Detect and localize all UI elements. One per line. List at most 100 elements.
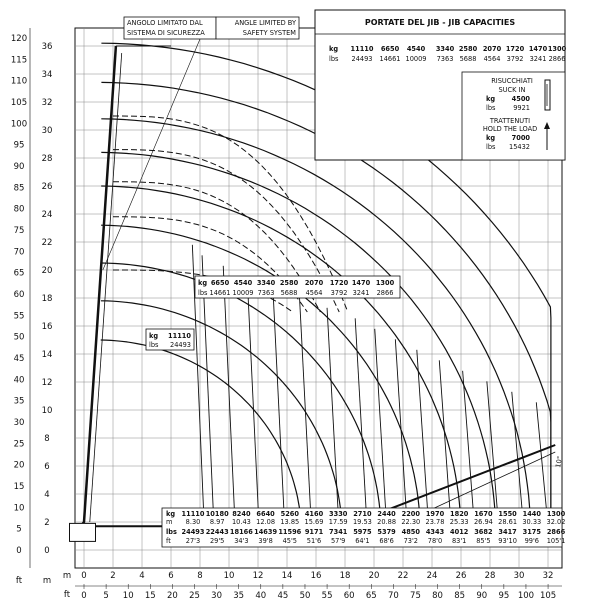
capacity-arc: [101, 42, 552, 527]
small-kg-value: 11110: [168, 332, 191, 340]
jib-box-title: PORTATE DEL JIB - JIB CAPACITIES: [365, 18, 515, 27]
y-ft-tick: 10: [14, 503, 25, 513]
mid-kg-value: 4540: [234, 279, 253, 287]
y-m-tick: 22: [42, 238, 53, 248]
y-m-tick: 34: [42, 70, 53, 80]
y-m-tick: 0: [44, 546, 49, 556]
table-cell: 51'6: [307, 537, 321, 545]
mid-kg-value: 6650: [211, 279, 230, 287]
table-cell: 83'1: [452, 537, 466, 545]
mid-kg-value: 2070: [305, 279, 324, 287]
y-m-tick: 10: [42, 406, 53, 416]
y-ft-tick: 45: [14, 354, 25, 364]
x-m-tick: 20: [369, 571, 380, 581]
x-ft-tick: 10: [123, 591, 134, 601]
table-cell: 39'8: [258, 537, 272, 545]
table-cell: 1670: [474, 510, 493, 518]
table-cell: 3175: [523, 528, 542, 536]
table-cell: 3330: [329, 510, 348, 518]
mid-kg-value: 1720: [330, 279, 349, 287]
y-ft-tick: 70: [14, 247, 25, 257]
reach-line: [394, 339, 408, 530]
x-ft-tick: 85: [454, 591, 465, 601]
x-m-tick: 24: [427, 571, 438, 581]
table-cell: 4850: [402, 528, 421, 536]
y-ft-tick: 5: [16, 525, 21, 535]
x-ft-tick: 5: [103, 591, 108, 601]
jib-lbs-value: 3241: [530, 55, 547, 63]
x-ft-tick: 80: [432, 591, 443, 601]
y-ft-tick: 85: [14, 183, 25, 193]
mid-lbs-value: 3792: [331, 289, 348, 297]
suck-lbs-value: 9921: [513, 104, 530, 112]
x-m-tick: 12: [253, 571, 264, 581]
reach-line: [438, 360, 452, 530]
jib-kg-value: 4540: [407, 45, 426, 53]
y-ft-tick: 25: [14, 439, 25, 449]
jib-kg-value: 3340: [436, 45, 455, 53]
table-cell: 1550: [498, 510, 517, 518]
x-ft-tick: 55: [322, 591, 333, 601]
mid-kg-value: 3340: [257, 279, 276, 287]
x-m-tick: 8: [197, 571, 202, 581]
angle-note: ANGOLO LIMITATO DAL SISTEMA DI SICUREZZA…: [123, 16, 300, 40]
x-m-tick: 2: [110, 571, 115, 581]
table-cell: 10180: [206, 510, 229, 518]
jib-lbs-value: 4564: [484, 55, 501, 63]
x-ft-tick: 75: [410, 591, 421, 601]
x-m-tick: 0: [81, 571, 86, 581]
table-cell: 14639: [254, 528, 277, 536]
table-cell: 8240: [232, 510, 251, 518]
table-cell: 24493: [182, 528, 205, 536]
jib-kg-value: 11110: [351, 45, 374, 53]
table-cell: 4012: [450, 528, 469, 536]
mid-lbs-value: 3241: [353, 289, 370, 297]
y-m-tick: 28: [42, 154, 53, 164]
y-axis-labels: 1201151101051009590858075706560555045403…: [11, 28, 53, 586]
y-m-unit: m: [43, 576, 51, 586]
table-cell: 2866: [547, 528, 566, 536]
hold-lbs-value: 15432: [509, 143, 530, 151]
y-m-tick: 20: [42, 266, 53, 276]
small-lbs-label: lbs: [149, 341, 159, 349]
y-ft-tick: 30: [14, 418, 25, 428]
suck-in-en: SUCK IN: [499, 86, 526, 94]
table-cell: 5379: [377, 528, 396, 536]
y-ft-tick: 35: [14, 397, 25, 407]
reach-lines: [191, 244, 549, 530]
y-m-tick: 8: [44, 434, 49, 444]
table-cell: 26.94: [474, 518, 493, 526]
x-ft-tick: 90: [476, 591, 487, 601]
reach-line: [354, 318, 368, 530]
y-ft-unit: ft: [16, 576, 23, 586]
table-cell: 85'5: [476, 537, 490, 545]
table-cell: 22.30: [401, 518, 420, 526]
table-cell: 5260: [281, 510, 300, 518]
reach-line: [486, 381, 500, 530]
table-cell: 15.69: [305, 518, 324, 526]
x-ft-tick: 65: [366, 591, 377, 601]
y-m-tick: 32: [42, 98, 53, 108]
capacity-arc: [101, 81, 552, 527]
table-cell: 1970: [426, 510, 445, 518]
table-cell: 11596: [278, 528, 301, 536]
jib-kg-label: kg: [329, 45, 338, 53]
capacity-arcs: [100, 42, 552, 532]
jib-lbs-value: 10009: [406, 55, 427, 63]
table-cell: 4343: [426, 528, 445, 536]
table-cell: 64'1: [355, 537, 369, 545]
reach-line: [374, 328, 388, 530]
angle-note-it-1: ANGOLO LIMITATO DAL: [127, 19, 203, 27]
y-m-tick: 36: [42, 42, 53, 52]
dashed-arc: [113, 216, 308, 313]
table-cell: 45'5: [283, 537, 297, 545]
hold-load-en: HOLD THE LOAD: [483, 125, 537, 133]
jib-values: 11110 6650 4540 3340 2580 2070 1720 1470 1300 244…: [351, 45, 567, 63]
y-ft-tick: 90: [14, 162, 25, 172]
table-kg-label: kg: [166, 510, 175, 518]
reach-line: [326, 307, 340, 530]
y-m-tick: 24: [42, 210, 53, 220]
table-cell: 30.33: [522, 518, 541, 526]
mid-lbs-value: 5688: [281, 289, 298, 297]
